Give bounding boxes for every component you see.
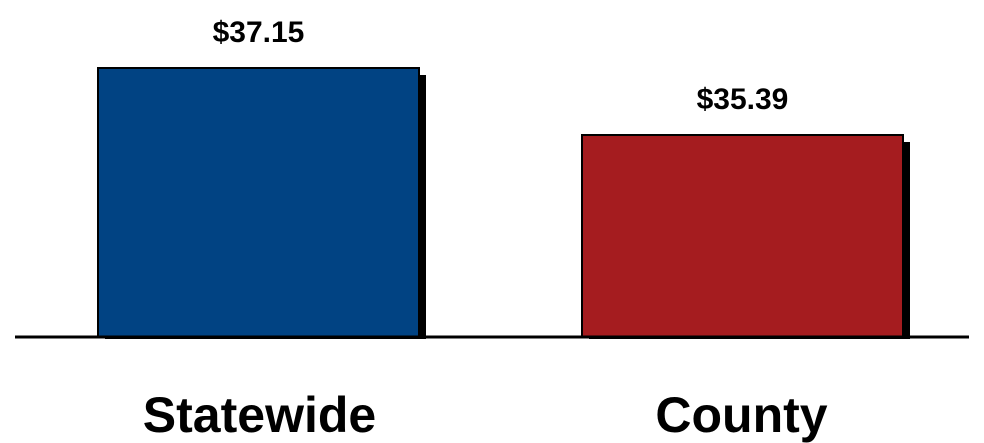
value-labels: $37.15 $35.39 (213, 16, 789, 116)
bars (97, 67, 904, 338)
bar-county (581, 134, 904, 338)
bar-statewide (97, 67, 420, 338)
category-labels: Statewide County (143, 387, 828, 443)
value-label-county: $35.39 (697, 83, 789, 116)
category-label-county: County (655, 387, 827, 443)
value-label-statewide: $37.15 (213, 16, 305, 49)
category-label-statewide: Statewide (143, 387, 376, 443)
